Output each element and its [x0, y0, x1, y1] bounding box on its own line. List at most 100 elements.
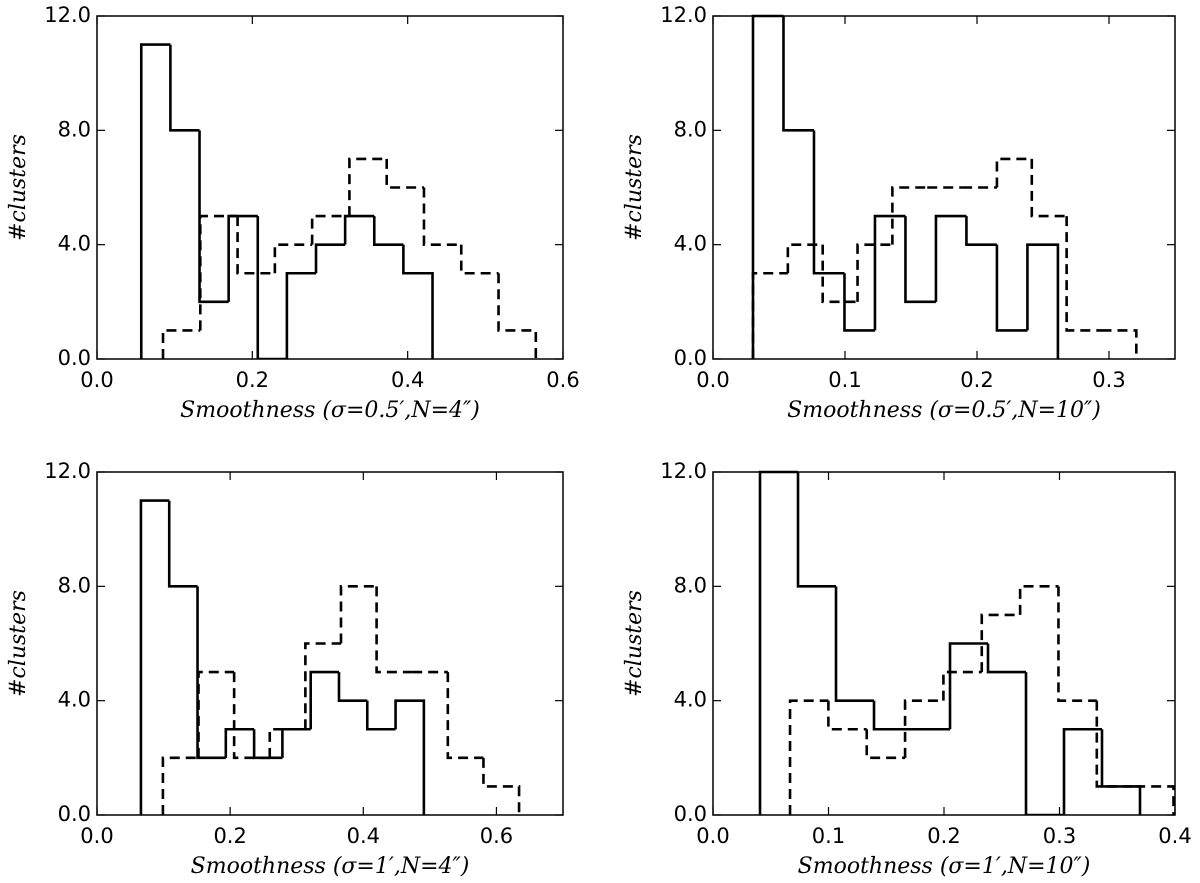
- histogram-step: [942, 670, 982, 701]
- histogram-step: [995, 157, 1032, 188]
- histogram-step: [995, 244, 1028, 332]
- histogram-step: [236, 216, 275, 275]
- histogram-step: [139, 43, 171, 359]
- histogram-step: [314, 243, 346, 274]
- histogram-step: [796, 472, 837, 588]
- histogram-step: [252, 729, 283, 760]
- histogram-step: [285, 271, 317, 359]
- histogram-step: [273, 243, 313, 274]
- x-tick-label: 0.4: [391, 368, 424, 392]
- histogram-step: [843, 273, 875, 332]
- x-tick-label: 0.3: [1092, 368, 1125, 392]
- x-tick-label: 0.4: [1158, 824, 1191, 848]
- histogram-step: [304, 642, 341, 730]
- histogram-step: [1101, 329, 1138, 359]
- y-tick-label: 4.0: [58, 688, 91, 712]
- x-tick-label: 0.3: [1043, 824, 1076, 848]
- histogram-step: [856, 243, 893, 302]
- y-tick-label: 8.0: [674, 573, 707, 597]
- histogram-step: [758, 470, 799, 815]
- plot-area: [758, 470, 1175, 815]
- y-tick-label: 0.0: [58, 346, 91, 370]
- histogram-step: [1100, 729, 1142, 815]
- histogram-step: [965, 216, 997, 246]
- histogram-step: [281, 727, 311, 758]
- histogram-step: [268, 727, 306, 758]
- chart-panel: 0.0 4.0 8.0 12.0 0.0 0.2 0.4 0.6 Smoothness (σ=1…: [6, 459, 564, 879]
- histogram-step: [402, 244, 434, 359]
- histogram-step: [348, 157, 387, 217]
- y-tick-label: 0.0: [674, 802, 707, 826]
- y-axis-label: #clusters: [6, 590, 31, 697]
- x-axis-label: Smoothness (σ=1′,N=10″): [798, 854, 1091, 879]
- histogram-step: [309, 670, 339, 730]
- x-tick-label: 0.1: [828, 368, 861, 392]
- histogram-step: [372, 216, 404, 246]
- histogram-step: [986, 643, 1027, 674]
- histogram-step: [1065, 216, 1102, 332]
- histogram-step: [482, 757, 521, 815]
- histogram-step: [904, 216, 936, 304]
- histogram-step: [224, 727, 255, 758]
- histogram-step: [197, 670, 235, 758]
- histogram-step: [1135, 785, 1175, 815]
- histogram-step: [1095, 700, 1136, 788]
- x-tick-label: 0.6: [480, 824, 513, 848]
- histogram-step: [1030, 158, 1067, 218]
- x-tick-label: 0.2: [960, 368, 993, 392]
- x-tick-label: 0.2: [927, 824, 960, 848]
- histogram-step: [1026, 243, 1060, 359]
- x-tick-label: 0.2: [236, 368, 269, 392]
- x-axis-label: Smoothness (σ=1′,N=4″): [191, 854, 470, 879]
- histogram-step: [139, 499, 170, 815]
- y-tick-label: 8.0: [674, 117, 707, 141]
- histogram-step: [232, 672, 270, 760]
- histogram-step: [980, 613, 1021, 673]
- x-tick-label: 0.0: [80, 824, 113, 848]
- x-tick-label: 0.0: [696, 368, 729, 392]
- y-tick-label: 0.0: [58, 802, 91, 826]
- x-tick-label: 0.6: [546, 368, 579, 392]
- plot-area: [139, 499, 521, 815]
- axes-frame: [712, 15, 1176, 360]
- histogram-step: [422, 187, 462, 246]
- y-tick-label: 12.0: [660, 3, 707, 27]
- x-tick-label: 0.0: [80, 368, 113, 392]
- histogram-step: [812, 130, 845, 275]
- x-tick-label: 0.4: [347, 824, 380, 848]
- y-axis-label: #clusters: [6, 134, 31, 241]
- histogram-step: [394, 699, 426, 815]
- histogram-step: [198, 130, 229, 304]
- histogram-step: [161, 329, 201, 359]
- histogram-step: [903, 699, 944, 758]
- y-axis-label: #clusters: [622, 134, 647, 241]
- histogram-step: [227, 214, 258, 302]
- histogram-step: [365, 700, 396, 731]
- axes-frame: [96, 471, 564, 816]
- chart-panel: 0.0 4.0 8.0 12.0 0.0 0.1 0.2 0.3 0.4 Smoothness (…: [622, 459, 1192, 879]
- histogram-step: [891, 186, 928, 245]
- histogram-step: [865, 729, 906, 760]
- y-tick-label: 12.0: [44, 3, 91, 27]
- y-tick-label: 12.0: [660, 459, 707, 483]
- histogram-step: [256, 216, 287, 359]
- histogram-step: [934, 214, 967, 302]
- axes-frame: [712, 471, 1176, 816]
- y-tick-label: 12.0: [44, 459, 91, 483]
- y-axis-label: #clusters: [622, 590, 647, 697]
- histogram-step: [1057, 586, 1097, 702]
- histogram-step: [375, 586, 413, 674]
- histogram-step: [948, 642, 989, 730]
- y-tick-label: 4.0: [674, 688, 707, 712]
- histogram-step: [827, 700, 867, 731]
- histogram-step: [782, 16, 814, 132]
- chart-panel: 0.0 4.0 8.0 12.0 0.0 0.1 0.2 0.3 Smoothness (σ=0…: [622, 3, 1176, 423]
- histogram-step: [161, 756, 199, 815]
- histogram-step: [872, 700, 913, 731]
- histogram-step: [167, 500, 198, 588]
- histogram-step: [198, 214, 238, 331]
- x-tick-label: 0.2: [213, 824, 246, 848]
- histogram-step: [310, 214, 350, 245]
- histogram-step: [1018, 585, 1059, 615]
- y-tick-label: 0.0: [674, 346, 707, 370]
